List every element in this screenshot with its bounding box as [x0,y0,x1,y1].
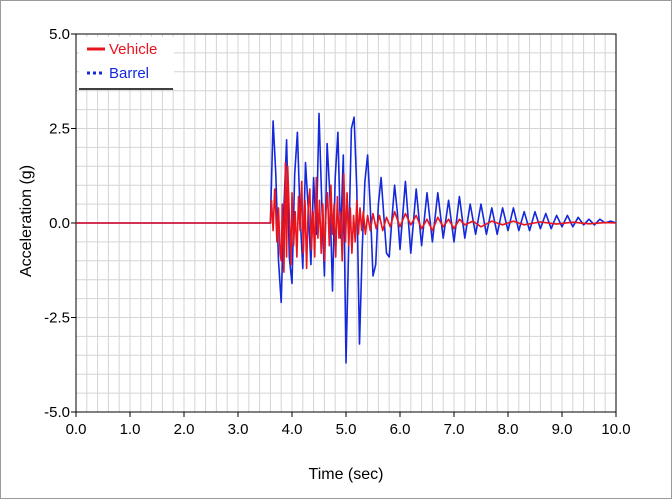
x-axis-title: Time (sec) [309,466,384,483]
x-tick-label: 5.0 [336,421,357,438]
x-tick-label: 4.0 [282,421,303,438]
y-tick-label: 5.0 [49,26,70,43]
legend-label-vehicle: Vehicle [109,41,157,58]
y-axis-title: Acceleration (g) [18,165,35,277]
y-tick-label: 2.5 [49,121,70,138]
y-tick-label: -5.0 [44,404,70,421]
x-tick-label: 8.0 [498,421,519,438]
x-tick-label: 0.0 [66,421,87,438]
y-tick-label: 0.0 [49,215,70,232]
x-tick-label: 3.0 [228,421,249,438]
x-tick-label: 1.0 [120,421,141,438]
legend: Vehicle Barrel [79,37,174,90]
series-layer [76,112,617,364]
x-tick-label: 9.0 [552,421,573,438]
legend-box [79,37,174,89]
series-line-vehicle [76,161,617,273]
legend-label-barrel: Barrel [109,65,149,82]
x-tick-label: 7.0 [444,421,465,438]
tick-layer: 0.0 1.0 2.0 3.0 4.0 5.0 6.0 7.0 8.0 9.0 10.0 5.0 2.5… [44,26,630,438]
x-tick-label: 2.0 [174,421,195,438]
x-tick-label: 10.0 [601,421,630,438]
series-line-barrel [76,112,617,364]
x-tick-label: 6.0 [390,421,411,438]
y-tick-label: -2.5 [44,310,70,327]
